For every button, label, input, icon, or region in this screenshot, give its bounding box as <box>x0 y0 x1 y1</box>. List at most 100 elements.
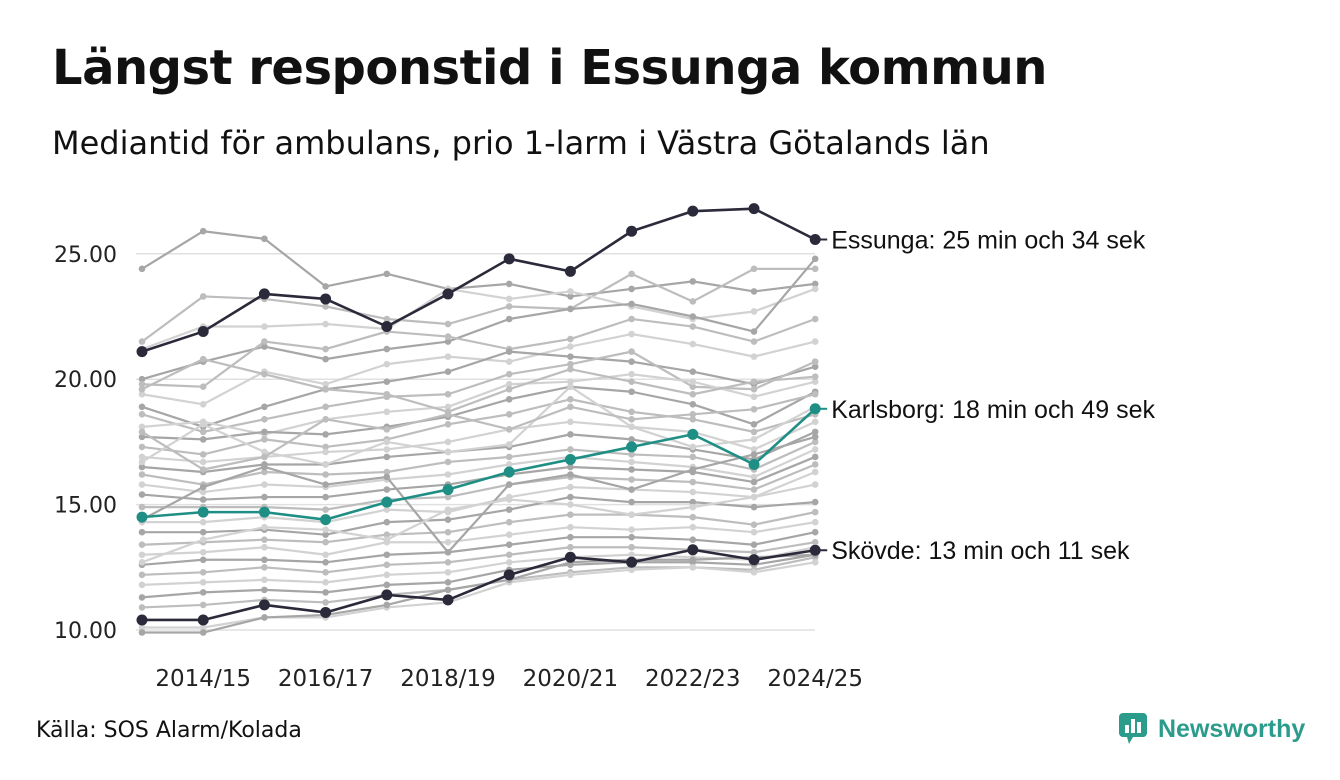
series-essunga-point <box>136 346 148 358</box>
background-series-point <box>322 416 329 423</box>
background-series-point <box>750 569 758 576</box>
background-series-point <box>199 355 207 363</box>
background-series-point <box>689 340 697 348</box>
series-sk-vde-point <box>381 589 393 601</box>
background-series-point <box>383 345 391 353</box>
brand-name: Newsworthy <box>1158 714 1306 743</box>
background-series-point <box>383 438 391 446</box>
background-series-point <box>261 493 268 501</box>
background-series-point <box>199 569 207 576</box>
background-series-point <box>811 265 819 273</box>
background-series-point <box>505 441 513 448</box>
background-series-point <box>628 285 635 293</box>
x-tick-label: 2022/23 <box>645 666 741 692</box>
background-series-point <box>750 428 758 436</box>
background-series-point <box>811 528 819 536</box>
background-series-line <box>141 230 816 298</box>
x-tick-label: 2016/17 <box>278 666 374 692</box>
background-series-point <box>322 569 329 576</box>
background-series-point <box>505 411 513 418</box>
background-series-point <box>689 523 697 531</box>
background-series-point <box>750 393 758 401</box>
background-series-point <box>138 629 146 636</box>
background-series-point <box>138 411 146 418</box>
background-series-point <box>138 453 146 461</box>
background-series-point <box>750 338 758 345</box>
background-series-point <box>689 298 697 305</box>
background-series-point <box>567 418 574 426</box>
background-series-point <box>199 466 207 473</box>
background-series-point <box>628 300 635 308</box>
background-series-point <box>811 438 819 446</box>
background-series-point <box>261 343 268 350</box>
series-sk-vde-point <box>564 551 576 563</box>
series-sk-vde-point <box>503 569 515 581</box>
series-essunga-point <box>503 253 515 265</box>
background-series-point <box>138 265 146 273</box>
background-series-point <box>689 378 697 386</box>
background-series-point <box>505 380 513 388</box>
background-series-point <box>199 536 207 544</box>
x-tick-label: 2020/21 <box>523 666 619 692</box>
background-series-point <box>628 388 635 396</box>
background-series-point <box>322 506 329 513</box>
series-karlsborg-point <box>748 458 760 470</box>
background-series-point <box>567 383 574 391</box>
background-series-point <box>383 426 391 433</box>
series-karlsborg-point <box>442 484 454 496</box>
series-karlsborg-line <box>141 407 817 521</box>
background-series-point <box>261 416 268 423</box>
background-series-point <box>261 564 268 571</box>
background-series-point <box>750 405 758 413</box>
background-series-point <box>199 227 207 235</box>
background-series-point <box>322 403 329 411</box>
background-series-point <box>567 471 574 478</box>
background-series-point <box>261 403 268 411</box>
background-series-point <box>322 380 329 388</box>
background-series-point <box>138 604 146 611</box>
y-axis: 10.00 15.00 20.00 25.00 <box>54 243 117 644</box>
background-series-point <box>383 446 391 453</box>
x-axis: 2014/15 2016/17 2018/19 2020/21 2022/23 2024/… <box>155 666 863 692</box>
background-series-point <box>138 594 146 601</box>
background-series-point <box>689 313 697 320</box>
series-sk-vde-point <box>320 606 332 618</box>
series-karlsborg-point <box>564 453 576 465</box>
background-series-point <box>261 556 268 564</box>
background-series-point <box>322 385 329 393</box>
background-series-point <box>811 498 819 506</box>
background-series-point <box>444 353 452 360</box>
background-series-point <box>505 496 513 503</box>
brand[interactable]: Newsworthy <box>1118 712 1305 746</box>
background-series-point <box>261 448 268 456</box>
background-series-point <box>138 390 146 398</box>
background-series-point <box>505 551 513 559</box>
series-karlsborg-point <box>503 466 515 478</box>
series-karlsborg-point <box>258 506 270 518</box>
background-series-point <box>261 536 268 544</box>
background-series-point <box>261 576 268 584</box>
background-series-point <box>199 518 207 526</box>
background-series-point <box>628 370 635 378</box>
background-series-point <box>750 436 758 443</box>
background-series-point <box>811 428 819 436</box>
background-series-point <box>261 614 268 621</box>
background-series-point <box>322 471 329 478</box>
background-series-point <box>444 569 452 576</box>
newsworthy-logo-icon <box>1119 713 1147 744</box>
background-series-point <box>689 503 697 511</box>
background-series-point <box>505 531 513 538</box>
background-series-point <box>567 431 574 438</box>
background-series-point <box>199 528 207 536</box>
background-series-line <box>141 546 816 586</box>
background-series-point <box>505 385 513 393</box>
background-series-point <box>567 483 574 491</box>
background-series-point <box>322 481 329 488</box>
background-series-point <box>505 295 513 303</box>
background-series-point <box>567 533 574 541</box>
background-series-point <box>689 443 697 451</box>
background-series-line <box>141 440 816 486</box>
background-series-point <box>261 436 268 443</box>
y-tick-label: 25.00 <box>54 243 117 268</box>
background-series-point <box>444 558 452 566</box>
